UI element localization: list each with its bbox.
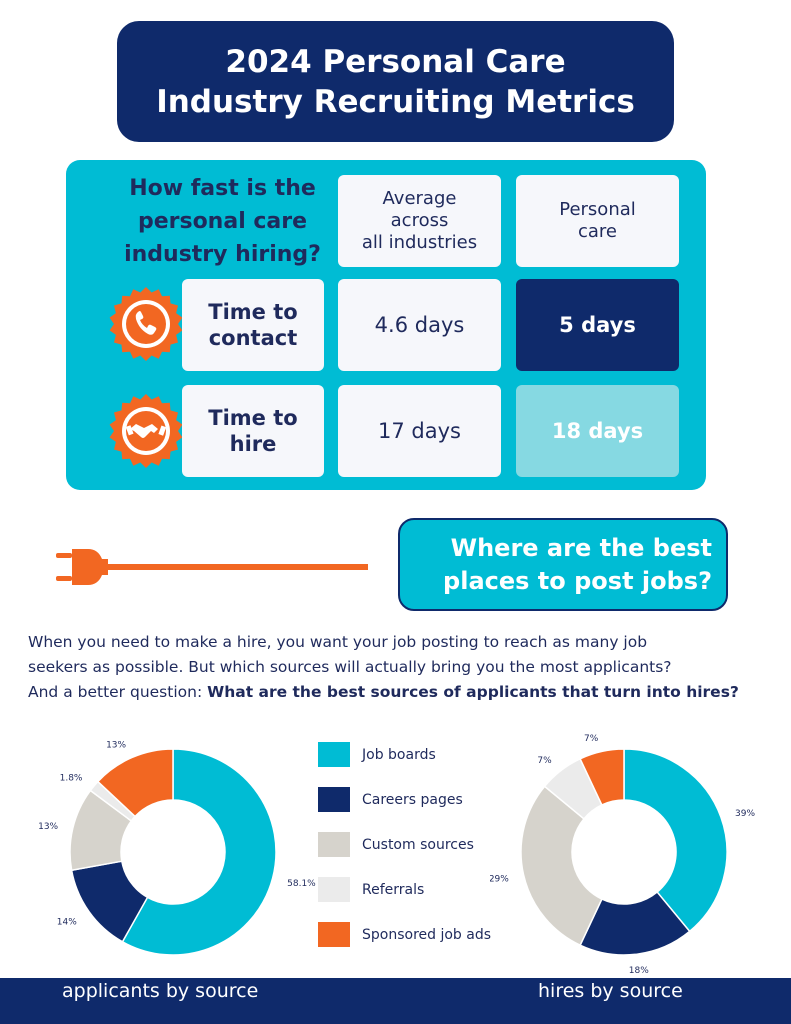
bubble-line-2: places to post jobs? <box>443 566 712 595</box>
time-to-hire-line-1: Time to <box>208 406 298 430</box>
average-column-header: Average across all industries <box>338 175 501 267</box>
average-header-line-3: all industries <box>361 232 478 253</box>
legend-item-careers-pages: Careers pages <box>318 787 518 812</box>
legend-label-job-boards: Job boards <box>362 746 436 763</box>
legend-item-job-boards: Job boards <box>318 742 518 767</box>
legend-label-careers-pages: Careers pages <box>362 791 463 808</box>
personal-care-column-header: Personal care <box>516 175 679 267</box>
intro-line-1: When you need to make a hire, you want y… <box>28 633 648 651</box>
intro-line-3-bold: What are the best sources of applicants … <box>207 683 739 701</box>
time-to-hire-label: Time to hire <box>182 385 324 477</box>
page-title: 2024 Personal Care Industry Recruiting M… <box>117 21 674 142</box>
slice-job-boards <box>623 748 728 933</box>
slice-label-job-boards: 58.1% <box>287 879 316 889</box>
legend-swatch-job-boards <box>318 742 350 767</box>
slice-label-referrals: 7% <box>537 756 552 766</box>
legend-swatch-custom-sources <box>318 832 350 857</box>
average-header-line-2: across <box>390 210 449 231</box>
time-to-contact-average: 4.6 days <box>338 279 501 371</box>
legend-swatch-sponsored-job-ads <box>318 922 350 947</box>
intro-line-3: And a better question: What are the best… <box>28 680 768 705</box>
intro-line-3-plain: And a better question: <box>28 683 208 701</box>
applicants-by-source-chart: 58.1% 14% 13% 1.8% 13% <box>38 741 316 956</box>
slice-label-sponsored-job-ads: 7% <box>584 734 599 744</box>
time-to-hire-line-2: hire <box>229 432 277 456</box>
footer-bar <box>0 978 791 1024</box>
title-line-1: 2024 Personal Care <box>225 43 566 80</box>
legend-item-sponsored-job-ads: Sponsored job ads <box>318 922 518 947</box>
hires-by-source-label: hires by source <box>538 980 683 1002</box>
legend-item-referrals: Referrals <box>318 877 518 902</box>
hiring-speed-question: How fast is the personal care industry h… <box>110 172 335 271</box>
legend-swatch-careers-pages <box>318 787 350 812</box>
slice-sponsored-job-ads <box>579 748 625 806</box>
slice-label-sponsored-job-ads: 13% <box>106 741 126 751</box>
best-places-bubble: Where are the best places to post jobs? <box>398 518 728 611</box>
slice-label-custom-sources: 13% <box>38 822 58 832</box>
time-to-hire-average: 17 days <box>338 385 501 477</box>
slice-label-job-boards: 39% <box>735 809 755 819</box>
bubble-line-1: Where are the best <box>450 533 712 562</box>
legend-label-referrals: Referrals <box>362 881 425 898</box>
slice-label-careers-pages: 14% <box>57 917 77 927</box>
slice-label-referrals: 1.8% <box>60 773 83 783</box>
legend-swatch-referrals <box>318 877 350 902</box>
personal-care-header-line-1: Personal <box>559 199 636 220</box>
intro-paragraph: When you need to make a hire, you want y… <box>28 630 768 705</box>
legend-label-custom-sources: Custom sources <box>362 836 474 853</box>
time-to-hire-personal-care: 18 days <box>516 385 679 477</box>
time-to-contact-line-2: contact <box>208 326 298 350</box>
slice-label-custom-sources: 29% <box>490 875 509 885</box>
slice-label-careers-pages: 18% <box>629 966 649 975</box>
time-to-contact-label: Time to contact <box>182 279 324 371</box>
applicants-by-source-label: applicants by source <box>62 980 259 1002</box>
title-line-2: Industry Recruiting Metrics <box>156 83 635 120</box>
phone-icon <box>109 287 183 361</box>
question-line-2: personal care <box>137 209 308 234</box>
question-line-1: How fast is the <box>129 176 316 201</box>
chart-legend: Job boards Careers pages Custom sources Ref… <box>318 742 518 947</box>
intro-line-2: seekers as possible. But which sources w… <box>28 658 672 676</box>
average-header-line-1: Average <box>382 188 457 209</box>
slice-job-boards <box>121 748 277 956</box>
hires-by-source-chart: 39% 18% 29% 7% 7% <box>490 734 755 975</box>
slice-custom-sources <box>520 785 603 947</box>
legend-label-sponsored-job-ads: Sponsored job ads <box>362 926 492 943</box>
time-to-contact-line-1: Time to <box>208 300 298 324</box>
question-line-3: industry hiring? <box>124 242 321 267</box>
handshake-icon <box>109 394 183 468</box>
slice-sponsored-job-ads <box>96 748 174 818</box>
time-to-contact-personal-care: 5 days <box>516 279 679 371</box>
personal-care-header-line-2: care <box>577 221 617 242</box>
plug-icon <box>56 549 368 585</box>
legend-item-custom-sources: Custom sources <box>318 832 518 857</box>
